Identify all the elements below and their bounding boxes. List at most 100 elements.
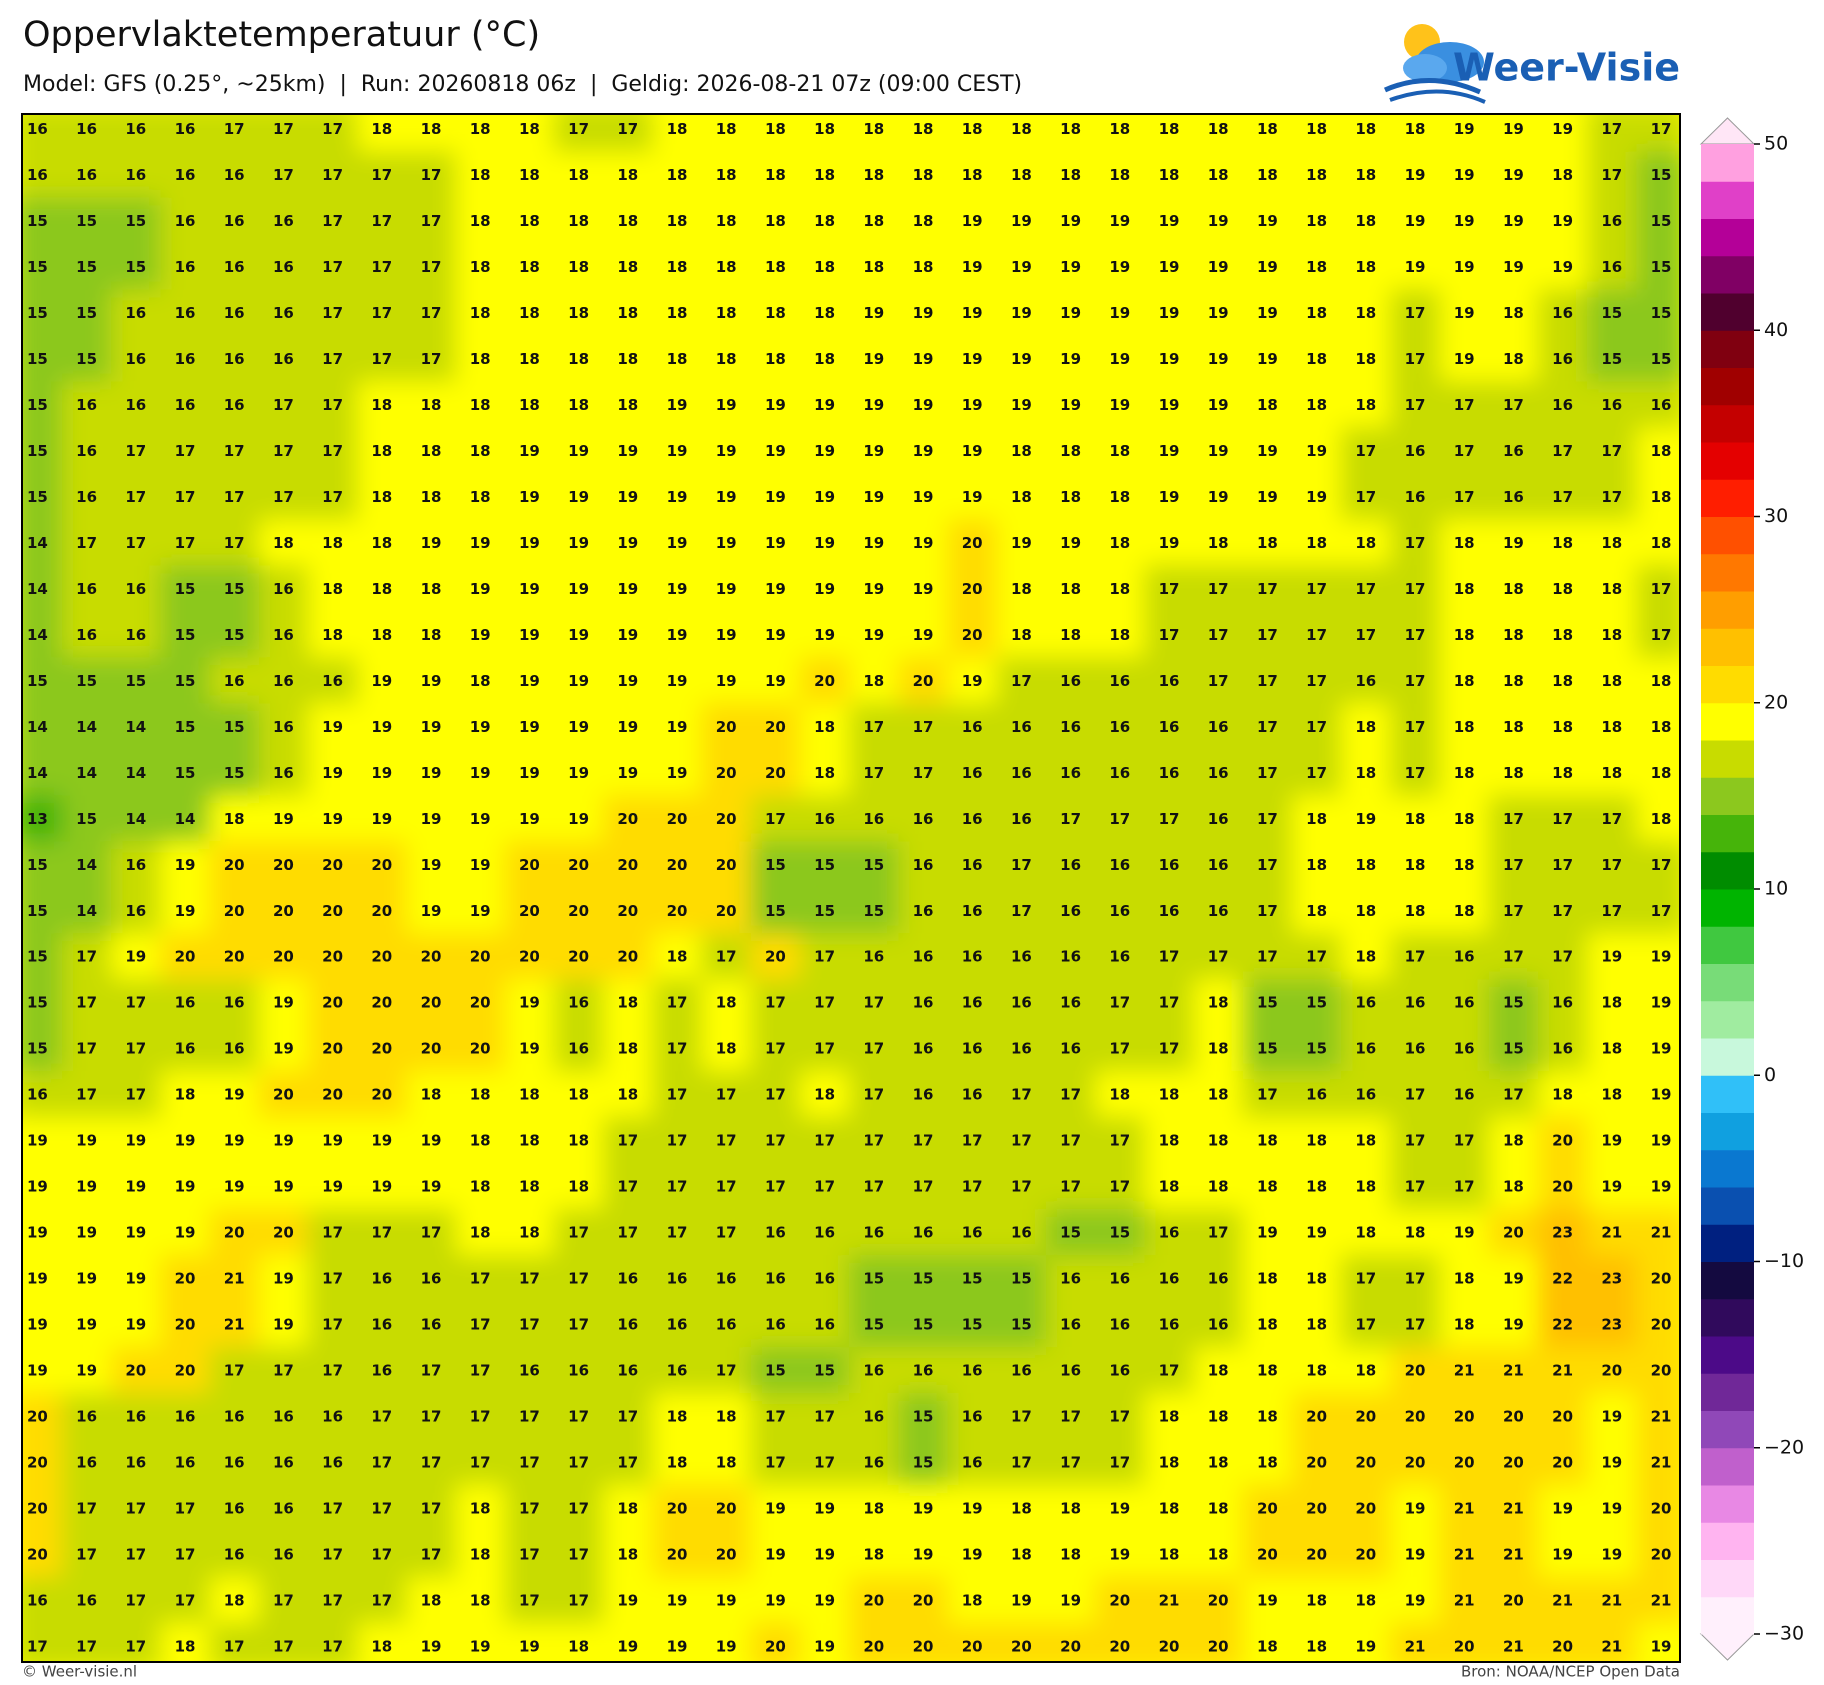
temp-value: 15 <box>1651 212 1672 230</box>
temp-cell <box>308 381 358 428</box>
temp-value: 19 <box>1159 258 1180 276</box>
temp-cell <box>1439 611 1490 658</box>
temp-cell <box>209 243 260 291</box>
temp-cell <box>1538 1025 1588 1072</box>
temp-value: 16 <box>716 1270 737 1288</box>
temp-cell <box>1390 473 1441 520</box>
temp-value: 19 <box>421 856 442 874</box>
temp-value: 17 <box>371 1545 392 1563</box>
temp-value: 17 <box>1208 1224 1229 1242</box>
colorbar-band <box>1701 1187 1754 1225</box>
temp-value: 16 <box>1159 902 1180 920</box>
temp-cell <box>1439 979 1490 1026</box>
colorbar-tick-label: 20 <box>1764 691 1788 713</box>
temp-cell <box>800 1347 850 1394</box>
temp-cell <box>111 887 161 934</box>
temp-value: 18 <box>716 1040 737 1058</box>
temp-cell <box>1242 1025 1293 1072</box>
temp-cell <box>406 114 457 153</box>
temp-cell <box>652 1071 703 1118</box>
temp-value: 15 <box>1060 1224 1081 1242</box>
temp-value: 20 <box>765 948 786 966</box>
temp-cell <box>800 979 850 1026</box>
temp-value: 19 <box>470 764 491 782</box>
temp-cell <box>800 611 850 658</box>
temp-value: 19 <box>765 534 786 552</box>
temp-cell <box>62 1071 112 1118</box>
temp-cell <box>1488 427 1539 474</box>
temp-cell <box>1538 151 1588 199</box>
temp-value: 17 <box>519 1316 540 1334</box>
temp-cell <box>750 1301 801 1348</box>
temp-value: 20 <box>27 1500 48 1518</box>
temp-cell <box>996 795 1047 842</box>
temp-cell <box>258 427 309 474</box>
temp-value: 18 <box>519 120 540 138</box>
temp-value: 19 <box>765 1500 786 1518</box>
temp-cell <box>1390 703 1441 750</box>
temp-cell <box>1439 519 1490 566</box>
temp-cell <box>504 1347 555 1394</box>
temp-value: 18 <box>667 258 688 276</box>
temp-cell <box>947 1576 998 1624</box>
temp-cell <box>62 1301 112 1348</box>
temp-value: 20 <box>1651 1545 1672 1563</box>
temp-cell <box>308 1071 358 1118</box>
temp-cell <box>1439 197 1490 245</box>
temp-cell <box>357 335 407 382</box>
temp-cell <box>898 1576 949 1624</box>
temp-cell <box>160 979 211 1026</box>
temp-cell <box>800 1576 850 1624</box>
temp-cell <box>1095 1209 1145 1256</box>
temp-value: 18 <box>519 304 540 322</box>
temp-value: 18 <box>1503 580 1524 598</box>
temp-value: 16 <box>962 1224 983 1242</box>
temp-value: 19 <box>1601 1545 1622 1563</box>
temp-value: 19 <box>519 810 540 828</box>
temp-value: 18 <box>1306 810 1327 828</box>
temp-cell <box>1636 1485 1680 1532</box>
temp-value: 19 <box>962 396 983 414</box>
temp-value: 16 <box>667 1362 688 1380</box>
temp-value: 17 <box>1552 442 1573 460</box>
temp-value: 16 <box>1503 442 1524 460</box>
temp-value: 17 <box>1257 856 1278 874</box>
temp-cell <box>455 151 506 199</box>
temp-value: 15 <box>1601 350 1622 368</box>
temp-value: 20 <box>1306 1408 1327 1426</box>
temp-value: 18 <box>1011 1500 1032 1518</box>
temp-value: 17 <box>322 1591 343 1609</box>
temp-cell <box>996 473 1047 520</box>
temp-cell <box>1488 1209 1539 1256</box>
temp-value: 18 <box>765 350 786 368</box>
temp-cell <box>554 1025 604 1072</box>
temp-value: 18 <box>1109 120 1130 138</box>
temp-value: 16 <box>224 166 245 184</box>
temp-cell <box>898 657 949 704</box>
temp-cell <box>209 1025 260 1072</box>
temp-value: 19 <box>224 1086 245 1104</box>
temp-value: 17 <box>617 1224 638 1242</box>
temp-cell <box>504 1025 555 1072</box>
colorbar-band <box>1701 851 1754 890</box>
temp-cell <box>849 1301 899 1348</box>
temp-cell <box>1439 1209 1490 1256</box>
temp-value: 19 <box>667 396 688 414</box>
temp-value: 19 <box>27 1178 48 1196</box>
temp-value: 17 <box>1109 1132 1130 1150</box>
temp-value: 17 <box>1355 1316 1376 1334</box>
temp-value: 17 <box>1405 1086 1426 1104</box>
temp-cell <box>504 519 555 566</box>
temp-cell <box>1095 197 1145 245</box>
temp-value: 18 <box>421 580 442 598</box>
temp-value: 16 <box>175 1040 196 1058</box>
temp-value: 19 <box>1503 1316 1524 1334</box>
temp-value: 19 <box>814 1500 835 1518</box>
colorbar-band <box>1701 591 1754 629</box>
temp-cell <box>1341 1347 1391 1394</box>
temp-value: 18 <box>913 258 934 276</box>
temp-cell <box>554 519 604 566</box>
temp-cell <box>1144 749 1195 796</box>
temp-value: 17 <box>224 1362 245 1380</box>
temp-cell <box>1292 1071 1342 1118</box>
